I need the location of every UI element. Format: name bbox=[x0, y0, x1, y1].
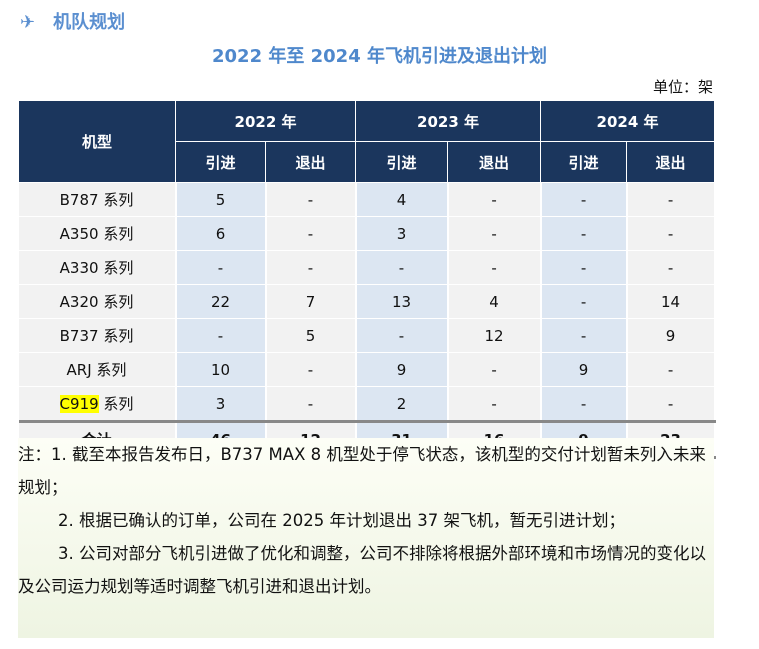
model-suffix: 系列 bbox=[98, 259, 134, 277]
value-cell: 5 bbox=[175, 182, 267, 217]
value-cell: - bbox=[265, 216, 357, 251]
airplane-icon: ✈ bbox=[20, 12, 36, 33]
value-cell: 12 bbox=[447, 318, 542, 353]
model-cell: A330 系列 bbox=[18, 250, 177, 285]
unit-label: 单位：架 bbox=[652, 78, 713, 96]
value-cell: - bbox=[540, 216, 628, 251]
section-heading: ✈ 机队规划 bbox=[20, 12, 126, 33]
note-3: 3. 公司对部分飞机引进做了优化和调整，公司不排除将根据外部环境和市场情况的变化… bbox=[18, 544, 706, 596]
table-row: C919 系列 3-2- - - bbox=[18, 386, 716, 422]
retire-header: 退出 bbox=[447, 141, 542, 183]
table-row: ARJ 系列 10-9-9- bbox=[18, 352, 716, 387]
model-suffix: 系列 bbox=[98, 395, 134, 413]
value-cell: 14 bbox=[626, 284, 716, 319]
year-header: 2023 年 bbox=[355, 100, 542, 142]
value-cell: - bbox=[355, 250, 449, 285]
value-cell: - bbox=[540, 182, 628, 217]
model-name: ARJ bbox=[66, 361, 92, 379]
value-cell: 7 bbox=[265, 284, 357, 319]
value-cell: - bbox=[447, 386, 542, 422]
year-header: 2022 年 bbox=[174, 100, 357, 142]
model-suffix: 系列 bbox=[98, 191, 134, 209]
model-suffix: 系列 bbox=[98, 293, 134, 311]
value-cell: 5 bbox=[265, 318, 357, 353]
retire-header: 退出 bbox=[626, 141, 716, 183]
table-title: 2022 年至 2024 年飞机引进及退出计划 bbox=[212, 46, 547, 67]
value-cell: - bbox=[540, 386, 628, 422]
table-row: B737 系列 -5-12-9 bbox=[18, 318, 716, 353]
table-row: A350 系列 6-3- - - bbox=[18, 216, 716, 251]
value-cell: 13 bbox=[355, 284, 449, 319]
intro-header: 引进 bbox=[355, 141, 449, 183]
value-cell: - bbox=[447, 352, 542, 387]
model-cell: B737 系列 bbox=[18, 318, 177, 353]
value-cell: - bbox=[626, 352, 716, 387]
value-cell: - bbox=[626, 216, 716, 251]
value-cell: 22 bbox=[175, 284, 267, 319]
value-cell: 4 bbox=[355, 182, 449, 217]
model-cell: A320 系列 bbox=[18, 284, 177, 319]
value-cell: - bbox=[540, 250, 628, 285]
value-cell: - bbox=[355, 318, 449, 353]
value-cell: 4 bbox=[447, 284, 542, 319]
model-cell: ARJ 系列 bbox=[18, 352, 177, 387]
intro-header: 引进 bbox=[540, 141, 628, 183]
intro-header: 引进 bbox=[175, 141, 266, 183]
value-cell: - bbox=[540, 318, 628, 353]
year-header: 2024 年 bbox=[540, 100, 716, 142]
model-name: A320 bbox=[59, 293, 99, 311]
value-cell: - bbox=[626, 386, 716, 422]
value-cell: 9 bbox=[626, 318, 716, 353]
value-cell: - bbox=[447, 182, 542, 217]
model-name: C919 bbox=[59, 395, 99, 413]
value-cell: - bbox=[447, 250, 542, 285]
value-cell: - bbox=[626, 250, 716, 285]
note-1: 注：1. 截至本报告发布日，B737 MAX 8 机型处于停飞状态，该机型的交付… bbox=[18, 445, 706, 497]
value-cell: 9 bbox=[540, 352, 628, 387]
value-cell: - bbox=[265, 352, 357, 387]
model-cell: C919 系列 bbox=[18, 386, 177, 422]
model-cell: B787 系列 bbox=[18, 182, 177, 217]
value-cell: 3 bbox=[355, 216, 449, 251]
notes: 注：1. 截至本报告发布日，B737 MAX 8 机型处于停飞状态，该机型的交付… bbox=[18, 438, 714, 638]
value-cell: 6 bbox=[175, 216, 267, 251]
model-suffix: 系列 bbox=[98, 327, 134, 345]
table-row: B787 系列 5-4- - - bbox=[18, 182, 716, 217]
retire-header: 退出 bbox=[264, 141, 357, 183]
value-cell: - bbox=[626, 182, 716, 217]
value-cell: 2 bbox=[355, 386, 449, 422]
model-suffix: 系列 bbox=[91, 361, 127, 379]
value-cell: 3 bbox=[175, 386, 267, 422]
value-cell: 9 bbox=[355, 352, 449, 387]
note-2: 2. 根据已确认的订单，公司在 2025 年计划退出 37 架飞机，暂无引进计划… bbox=[58, 511, 625, 530]
model-header: 机型 bbox=[18, 100, 176, 183]
model-name: B737 bbox=[59, 327, 99, 345]
value-cell: - bbox=[540, 284, 628, 319]
model-suffix: 系列 bbox=[98, 225, 134, 243]
table-row: A330 系列 - - - - - - bbox=[18, 250, 716, 285]
model-cell: A350 系列 bbox=[18, 216, 177, 251]
value-cell: - bbox=[175, 250, 267, 285]
model-name: A330 bbox=[59, 259, 99, 277]
value-cell: - bbox=[265, 386, 357, 422]
model-name: A350 bbox=[59, 225, 99, 243]
value-cell: - bbox=[265, 182, 357, 217]
value-cell: - bbox=[447, 216, 542, 251]
value-cell: - bbox=[175, 318, 267, 353]
fleet-plan-table: 机型 2022 年 2023 年 2024 年 引进 退出 引进 退出 引进 退出 B… bbox=[18, 100, 716, 459]
value-cell: 10 bbox=[175, 352, 267, 387]
model-name: B787 bbox=[59, 191, 99, 209]
table-row: A320 系列 22 7 13 4-14 bbox=[18, 284, 716, 319]
value-cell: - bbox=[265, 250, 357, 285]
